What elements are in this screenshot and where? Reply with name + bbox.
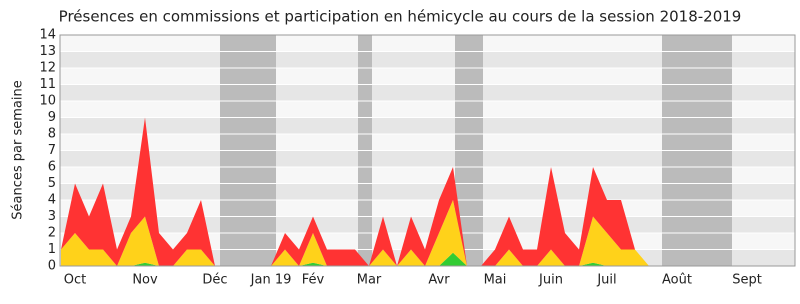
y-tick-label: 3 [48,209,56,224]
y-tick-label: 5 [48,176,56,191]
y-tick-label: 7 [48,143,56,158]
x-tick-label: Août [662,273,692,288]
x-tick-label: Juin [538,273,563,288]
area [61,117,789,266]
y-tick-label: 11 [39,77,56,92]
x-tick-label: Jan 19 [250,273,292,288]
y-tick-label: 0 [48,259,56,274]
x-tick-label: Déc [202,273,227,288]
x-tick-label: Mar [357,273,382,288]
area [61,200,789,266]
x-tick-label: Nov [132,273,158,288]
x-tick-label: Juil [596,273,616,288]
x-tick-label: Fév [302,273,325,288]
y-tick-label: 1 [48,242,56,257]
y-tick-label: 6 [48,160,56,175]
x-tick-label: Mai [484,273,507,288]
x-tick-label: Avr [428,273,450,288]
plot-border [59,34,796,267]
y-tick-label: 14 [39,28,56,43]
y-tick-label: 8 [48,127,56,142]
y-tick-label: 12 [39,61,56,76]
y-tick-label: 4 [48,193,56,208]
x-tick-label: Oct [64,273,86,288]
y-tick-label: 9 [48,110,56,125]
y-tick-label: 13 [39,44,56,59]
y-tick-label: 10 [39,94,56,109]
y-axis-label: Séances par semaine [11,80,26,219]
y-tick-label: 2 [48,226,56,241]
x-tick-label: Sept [732,273,762,288]
chart-title: Présences en commissions et participatio… [59,8,742,26]
